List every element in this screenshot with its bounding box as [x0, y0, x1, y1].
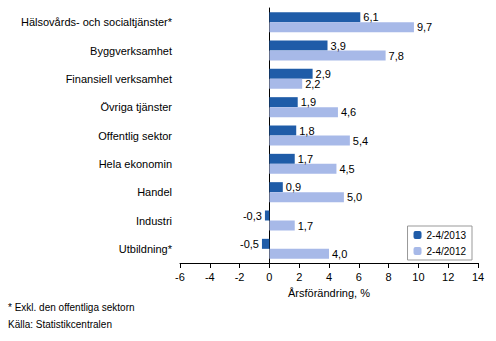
svg-text:Övriga tjänster: Övriga tjänster [100, 101, 172, 113]
svg-text:Hela ekonomin: Hela ekonomin [99, 158, 172, 170]
svg-text:Finansiell verksamhet: Finansiell verksamhet [66, 73, 172, 85]
svg-text:2-4/2013: 2-4/2013 [427, 230, 467, 241]
svg-text:4,0: 4,0 [332, 248, 347, 260]
svg-text:4,6: 4,6 [341, 106, 356, 118]
svg-text:* Exkl. den offentliga sektorn: * Exkl. den offentliga sektorn [8, 302, 135, 313]
svg-text:4,5: 4,5 [339, 163, 354, 175]
svg-text:2: 2 [296, 271, 302, 283]
svg-text:9,7: 9,7 [417, 21, 432, 33]
svg-text:-6: -6 [175, 271, 185, 283]
svg-text:7,8: 7,8 [389, 50, 404, 62]
svg-text:6: 6 [356, 271, 362, 283]
svg-text:Källa: Statistikcentralen: Källa: Statistikcentralen [8, 319, 112, 330]
svg-text:1,9: 1,9 [301, 96, 316, 108]
svg-text:6,1: 6,1 [363, 11, 378, 23]
svg-text:0,9: 0,9 [286, 181, 301, 193]
svg-text:-0,3: -0,3 [243, 210, 262, 222]
svg-text:1,7: 1,7 [298, 220, 313, 232]
svg-text:1,8: 1,8 [299, 125, 314, 137]
svg-text:-0,5: -0,5 [240, 238, 259, 250]
svg-text:Byggverksamhet: Byggverksamhet [90, 45, 172, 57]
svg-text:Handel: Handel [137, 186, 172, 198]
svg-text:1,7: 1,7 [298, 153, 313, 165]
svg-text:Utbildning*: Utbildning* [119, 243, 173, 255]
svg-text:0: 0 [266, 271, 272, 283]
svg-text:10: 10 [412, 271, 424, 283]
svg-text:3,9: 3,9 [331, 40, 346, 52]
svg-text:14: 14 [472, 271, 484, 283]
svg-text:Hälsovårds- och socialtjänster: Hälsovårds- och socialtjänster* [21, 16, 173, 28]
svg-text:2-4/2012: 2-4/2012 [427, 246, 467, 257]
svg-text:2,9: 2,9 [315, 67, 331, 80]
svg-text:-4: -4 [205, 271, 215, 283]
svg-text:Årsförändring, %: Årsförändring, % [288, 287, 370, 299]
svg-text:5,4: 5,4 [353, 135, 368, 147]
svg-text:5,0: 5,0 [347, 191, 362, 203]
svg-text:12: 12 [442, 271, 454, 283]
svg-text:4: 4 [326, 271, 332, 283]
svg-text:2,2: 2,2 [305, 78, 320, 90]
svg-text:Industri: Industri [136, 215, 172, 227]
svg-text:8: 8 [386, 271, 392, 283]
svg-text:-2: -2 [235, 271, 245, 283]
svg-text:Offentlig sektor: Offentlig sektor [98, 130, 172, 142]
